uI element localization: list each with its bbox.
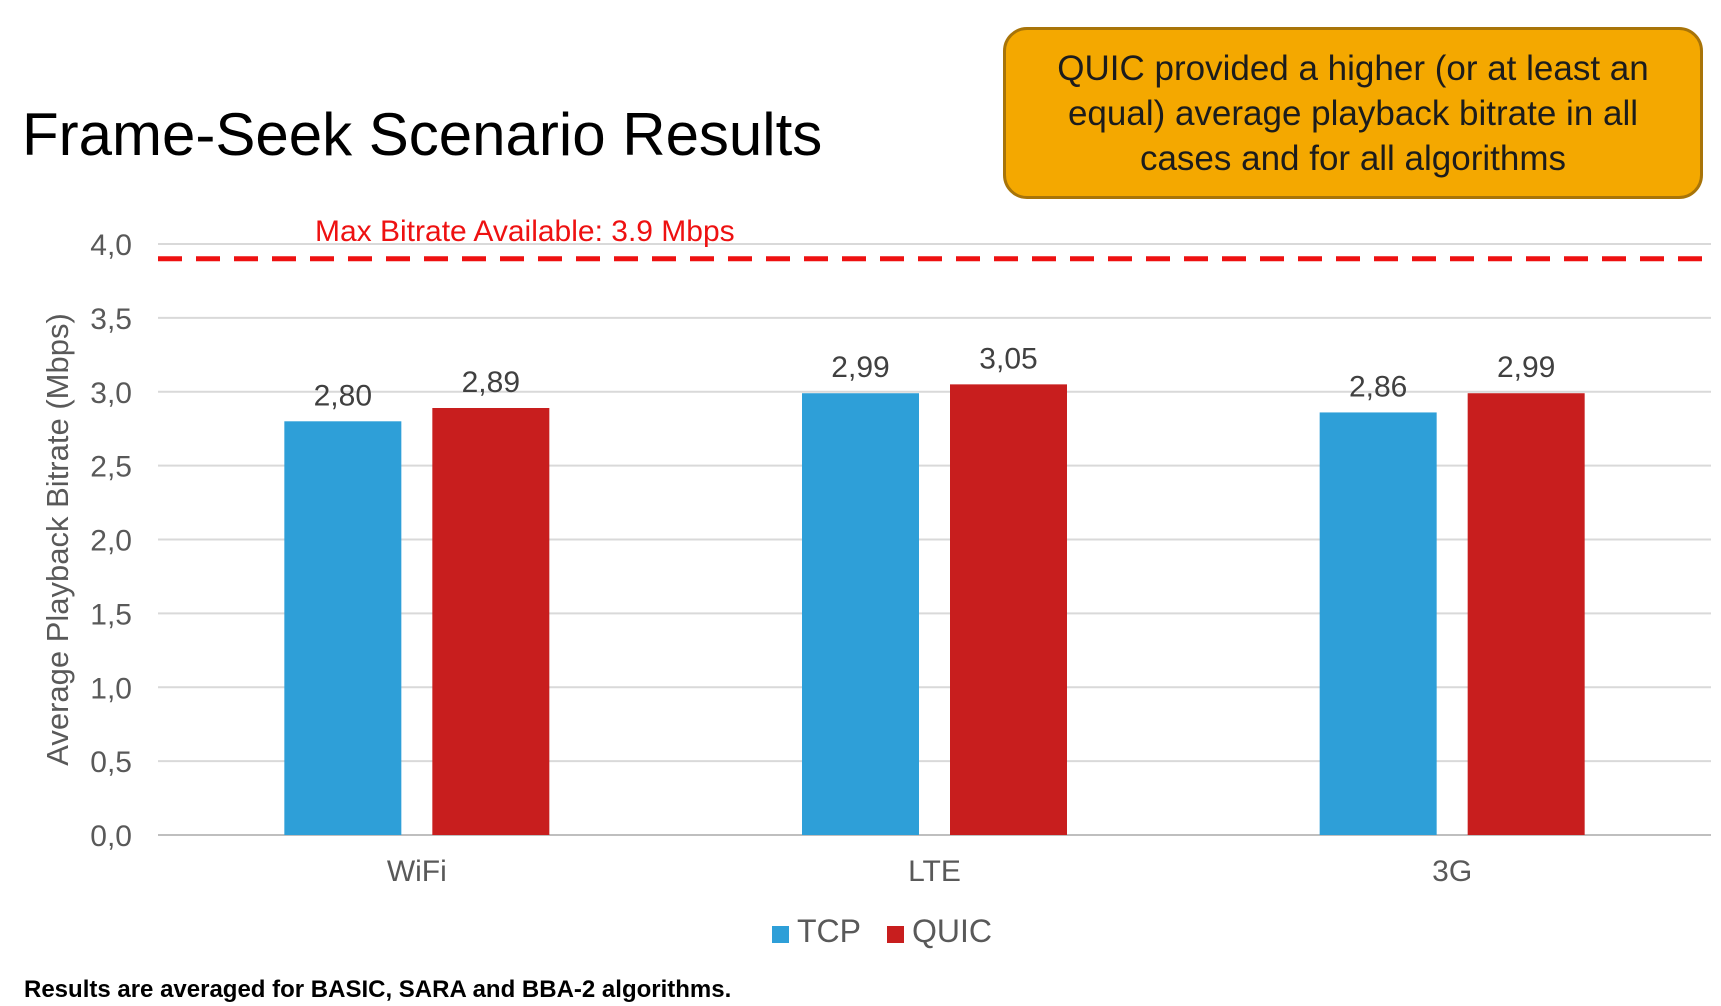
data-label: 2,99 bbox=[831, 351, 889, 384]
slide-title: Frame-Seek Scenario Results bbox=[22, 101, 823, 168]
callout-text: QUIC provided a higher (or at least an e… bbox=[1057, 48, 1649, 178]
data-label: 2,89 bbox=[462, 366, 520, 399]
y-tick-label: 1,0 bbox=[90, 672, 132, 705]
legend-label-quic: QUIC bbox=[912, 913, 992, 949]
y-tick-label: 3,5 bbox=[90, 303, 132, 336]
x-tick-label: WiFi bbox=[387, 855, 447, 888]
y-tick-label: 0,5 bbox=[90, 746, 132, 779]
data-label: 2,80 bbox=[314, 379, 372, 412]
x-tick-label: LTE bbox=[908, 855, 961, 888]
y-tick-label: 0,0 bbox=[90, 820, 132, 853]
y-tick-label: 2,0 bbox=[90, 525, 132, 558]
legend-swatch-tcp bbox=[772, 926, 789, 943]
y-tick-label: 1,5 bbox=[90, 598, 132, 631]
bar-quic-lte bbox=[950, 384, 1067, 835]
bar-tcp-3g bbox=[1319, 412, 1437, 835]
y-tick-label: 4,0 bbox=[90, 229, 132, 262]
x-tick-label: 3G bbox=[1432, 855, 1472, 888]
y-tick-label: 2,5 bbox=[90, 451, 132, 484]
bar-tcp-wifi bbox=[284, 421, 402, 835]
data-label: 2,99 bbox=[1497, 351, 1555, 384]
callout-box: QUIC provided a higher (or at least an e… bbox=[1003, 27, 1703, 199]
bar-quic-wifi bbox=[432, 408, 550, 835]
legend-swatch-quic bbox=[887, 926, 904, 943]
y-axis-label: Average Playback Bitrate (Mbps) bbox=[40, 313, 75, 766]
legend-label-tcp: TCP bbox=[797, 913, 861, 949]
bar-tcp-lte bbox=[802, 393, 919, 835]
y-tick-label: 3,0 bbox=[90, 377, 132, 410]
data-label: 3,05 bbox=[979, 342, 1037, 375]
footnote: Results are averaged for BASIC, SARA and… bbox=[24, 976, 732, 1003]
legend: TCP QUIC bbox=[772, 913, 992, 949]
max-bitrate-label: Max Bitrate Available: 3.9 Mbps bbox=[315, 215, 735, 248]
data-label: 2,86 bbox=[1349, 370, 1407, 403]
bar-quic-3g bbox=[1467, 393, 1585, 835]
